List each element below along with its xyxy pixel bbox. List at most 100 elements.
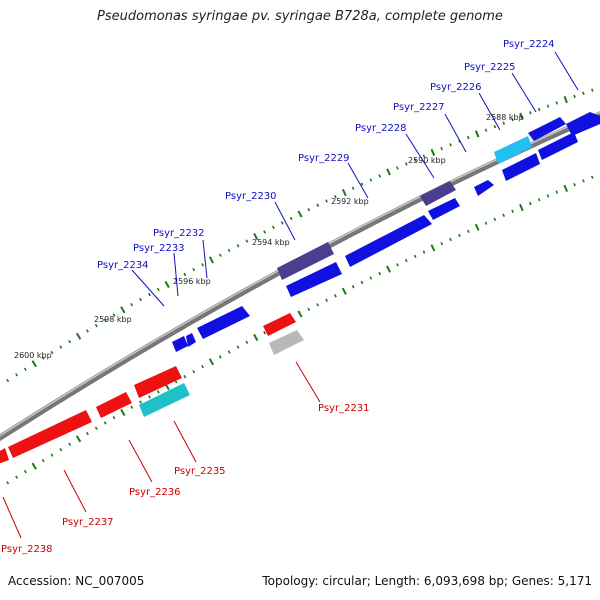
minor-tick (148, 395, 151, 399)
minor-tick (41, 458, 45, 463)
gene-psyr-2230[interactable] (277, 242, 334, 280)
minor-tick (139, 297, 142, 302)
gene-psyr-2226[interactable] (502, 153, 540, 181)
minor-tick (590, 175, 594, 179)
minor-tick (15, 373, 19, 377)
gene-label[interactable]: Psyr_2233 (133, 243, 185, 254)
leader-psyr-2238 (2, 496, 22, 539)
gene-psyr-2231[interactable] (263, 313, 296, 336)
minor-tick (582, 179, 585, 183)
minor-tick (201, 263, 205, 267)
leader-psyr-2226 (478, 92, 501, 131)
minor-tick (156, 287, 160, 292)
gene-psyr-2233[interactable] (186, 333, 196, 347)
minor-tick (413, 158, 417, 162)
leader-psyr-2237 (63, 469, 87, 513)
gene-label[interactable]: Psyr_2229 (298, 153, 350, 164)
minor-tick (573, 94, 576, 99)
tick-label: 2588 kbp (486, 113, 524, 122)
minor-tick (449, 143, 452, 147)
minor-tick (449, 237, 452, 242)
tick-label: 2590 kbp (408, 156, 446, 165)
minor-tick (130, 303, 134, 307)
gene-psyr-2238[interactable] (0, 448, 9, 464)
leader-psyr-2232 (202, 239, 208, 279)
minor-tick (378, 174, 382, 178)
gene-psyr-2228[interactable] (420, 181, 456, 206)
tick-label: 2592 kbp (331, 197, 369, 206)
minor-tick (591, 88, 594, 92)
minor-tick (422, 154, 426, 158)
gene-label[interactable]: Psyr_2231 (318, 403, 370, 414)
minor-tick (369, 276, 373, 280)
gene-psyr-2224-extent[interactable] (566, 112, 600, 136)
minor-tick (23, 469, 27, 474)
minor-tick (103, 318, 107, 322)
minor-tick (156, 390, 160, 394)
major-tick (563, 95, 568, 104)
major-tick (386, 168, 391, 176)
gene-psyr-2225[interactable] (494, 136, 532, 164)
gene-label[interactable]: Psyr_2238 (1, 544, 53, 555)
minor-tick (94, 323, 98, 328)
minor-tick (396, 166, 399, 170)
minor-tick (396, 263, 399, 267)
minor-tick (316, 203, 320, 207)
minor-tick (404, 162, 408, 166)
minor-tick (236, 345, 240, 349)
minor-tick (466, 229, 470, 234)
minor-tick (493, 125, 497, 129)
leader-psyr-2234 (131, 269, 165, 307)
inner-tick-ring (0, 172, 600, 490)
gene-label[interactable]: Psyr_2235 (174, 466, 226, 477)
major-tick (386, 265, 391, 273)
leader-psyr-2227 (444, 113, 467, 153)
gene-psyr-2229-b[interactable] (428, 198, 460, 220)
gene-label[interactable]: Psyr_2224 (503, 39, 555, 50)
tick-label: 2594 kbp (252, 238, 290, 247)
gene-label[interactable]: Psyr_2226 (430, 82, 482, 93)
major-tick (164, 280, 170, 288)
minor-tick (502, 121, 506, 125)
gene-psyr-2230-b[interactable] (286, 262, 342, 297)
minor-tick (511, 209, 514, 214)
gene-psyr-2235[interactable] (139, 383, 190, 417)
gene-psyr-2237[interactable] (8, 410, 92, 458)
minor-tick (245, 340, 249, 344)
gene-psyr-2231-grey[interactable] (269, 330, 304, 355)
leader-psyr-2235 (173, 420, 197, 463)
minor-tick (360, 280, 364, 285)
gene-psyr-2224[interactable] (528, 117, 566, 141)
minor-tick (440, 241, 444, 246)
major-tick (519, 203, 524, 212)
accession-text: Accession: NC_007005 (8, 574, 145, 588)
minor-tick (555, 190, 559, 194)
minor-tick (23, 367, 27, 371)
gene-label[interactable]: Psyr_2232 (153, 228, 205, 239)
gene-psyr-2236-b[interactable] (96, 392, 132, 418)
gene-label[interactable]: Psyr_2228 (355, 123, 407, 134)
gene-label[interactable]: Psyr_2230 (225, 191, 277, 202)
gene-label[interactable]: Psyr_2237 (62, 517, 114, 528)
minor-tick (546, 104, 550, 108)
gene-label[interactable]: Psyr_2236 (129, 487, 181, 498)
tick-label: 2600 kbp (14, 351, 52, 360)
gene-psyr-2234[interactable] (172, 336, 188, 352)
minor-tick (6, 481, 10, 485)
gene-psyr-2236[interactable] (134, 366, 182, 398)
major-tick (430, 244, 436, 252)
gene-psyr-2232[interactable] (197, 306, 250, 339)
gene-psyr-2229[interactable] (345, 215, 432, 267)
minor-tick (15, 475, 19, 479)
gene-label[interactable]: Psyr_2225 (464, 62, 516, 73)
gene-psyr-2226-b[interactable] (538, 132, 578, 160)
minor-tick (94, 426, 98, 430)
gene-label[interactable]: Psyr_2234 (97, 260, 149, 271)
major-tick (120, 408, 126, 416)
minor-tick (86, 431, 89, 436)
minor-tick (351, 186, 355, 191)
gene-label[interactable]: Psyr_2227 (393, 102, 445, 113)
minor-tick (334, 195, 337, 199)
gene-psyr-2227[interactable] (474, 180, 494, 196)
